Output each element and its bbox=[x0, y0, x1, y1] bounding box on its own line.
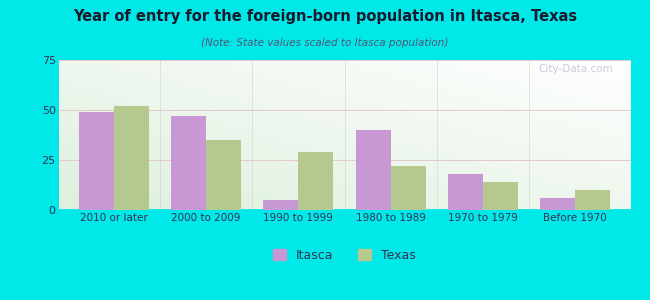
Bar bbox=[483, 182, 518, 210]
Bar bbox=[575, 190, 610, 210]
Bar bbox=[540, 198, 575, 210]
Bar bbox=[79, 112, 114, 210]
Text: Year of entry for the foreign-born population in Itasca, Texas: Year of entry for the foreign-born popul… bbox=[73, 9, 577, 24]
Legend: Itasca, Texas: Itasca, Texas bbox=[268, 244, 421, 267]
Bar bbox=[298, 152, 333, 210]
Bar bbox=[448, 174, 483, 210]
Bar bbox=[114, 106, 149, 210]
Text: (Note: State values scaled to Itasca population): (Note: State values scaled to Itasca pop… bbox=[202, 38, 448, 47]
Bar bbox=[356, 130, 391, 210]
Bar bbox=[171, 116, 206, 210]
Bar bbox=[206, 140, 241, 210]
Bar bbox=[263, 200, 298, 210]
Bar bbox=[391, 166, 426, 210]
Text: City-Data.com: City-Data.com bbox=[539, 64, 614, 74]
